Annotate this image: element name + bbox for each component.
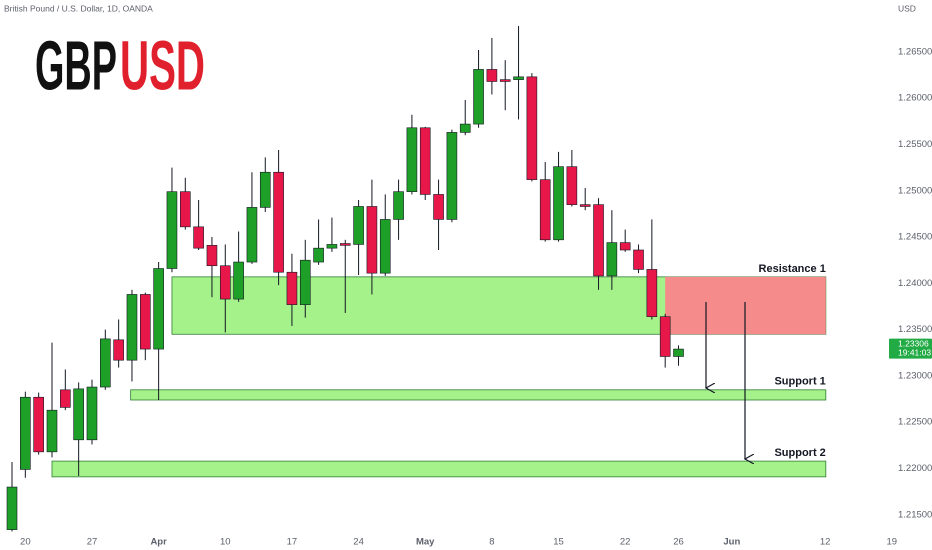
candle-body	[219, 265, 231, 300]
candle-body	[553, 166, 564, 241]
candle-body	[286, 271, 298, 305]
candle-body	[539, 179, 551, 241]
candle-body	[393, 191, 404, 220]
zone	[130, 389, 827, 401]
x-tick-label: 8	[489, 537, 494, 548]
candle-body	[486, 69, 498, 82]
candle-body	[473, 69, 484, 125]
candle-body	[206, 245, 218, 267]
x-tick-label: 20	[20, 537, 31, 548]
y-tick-label: 1.26500	[898, 46, 932, 57]
zone-label: Support 2	[774, 447, 825, 459]
candle-body	[140, 294, 151, 350]
zones: Resistance 1 Support 1 Support 2	[51, 263, 827, 478]
x-tick-label: 19	[887, 537, 898, 548]
last-price-tag	[889, 338, 932, 359]
candle-body	[193, 226, 204, 249]
x-tick-label: 24	[353, 537, 364, 548]
y-tick-label: 1.24000	[898, 278, 932, 289]
candle-body	[579, 204, 591, 207]
y-tick-label: 1.26000	[898, 93, 932, 104]
candle-body	[379, 219, 391, 274]
candle-body	[619, 242, 631, 251]
candle-body	[113, 339, 124, 361]
candles	[6, 25, 684, 532]
y-tick-label: 1.22000	[898, 463, 932, 474]
candle-body	[73, 388, 84, 441]
candle-body	[20, 396, 31, 470]
candle-body	[339, 243, 351, 246]
title: GBP	[35, 26, 117, 104]
candle-body	[46, 409, 58, 453]
last-price: 1.23306	[898, 338, 929, 348]
candle-body	[126, 294, 138, 361]
candle-body	[246, 207, 258, 263]
x-tick-label: 10	[220, 537, 231, 548]
y-tick-label: 1.22500	[898, 417, 932, 428]
x-tick-label: 26	[673, 537, 684, 548]
x-tick-label: May	[416, 537, 435, 548]
candle-body	[326, 244, 338, 249]
candle-body	[166, 191, 178, 269]
candle-body	[353, 206, 364, 245]
axes: 1.21500 1.22000 1.22500 1.23000 1.23500 1.240…	[20, 46, 932, 548]
y-tick-label: 1.25000	[898, 185, 932, 196]
candle-body	[606, 242, 618, 277]
candle-body	[366, 206, 378, 274]
x-tick-label: 22	[620, 537, 631, 548]
candle-body	[100, 338, 111, 388]
candle-body	[513, 76, 524, 80]
candle-body	[259, 171, 271, 208]
candle-body	[673, 348, 684, 357]
candle-body	[179, 191, 191, 228]
candle-body	[33, 396, 44, 453]
candle-body	[60, 389, 71, 408]
candle-body	[526, 76, 538, 180]
x-tick-label: 17	[287, 537, 298, 548]
y-tick-label: 1.25500	[898, 139, 932, 150]
candle-body	[593, 204, 604, 277]
zone	[51, 460, 827, 478]
candle-body	[153, 268, 164, 350]
candle-body	[459, 123, 471, 133]
y-tick-label: 1.21500	[898, 509, 932, 520]
x-tick-label: 27	[87, 537, 98, 548]
candle-body	[273, 171, 284, 273]
x-tick-label: 15	[553, 537, 564, 548]
candle-body	[86, 386, 98, 441]
candle-body	[419, 127, 431, 195]
x-tick-label: Jun	[723, 537, 740, 548]
x-tick-label: 12	[820, 537, 831, 548]
candle-body	[646, 269, 658, 317]
currency: USD	[898, 3, 916, 13]
candle-body	[446, 132, 458, 220]
candle-body	[313, 247, 324, 263]
candle-body	[659, 316, 671, 357]
candle-body	[233, 261, 244, 300]
zone-label: Resistance 1	[759, 263, 826, 275]
zone-label: Support 1	[774, 376, 825, 388]
candle-body	[6, 486, 18, 530]
candle-body	[633, 249, 644, 270]
x-tick-label: Apr	[150, 537, 167, 548]
candle-body	[566, 166, 578, 205]
y-tick-label: 1.24500	[898, 232, 932, 243]
source: British Pound / U.S. Dollar, 1D, OANDA	[4, 3, 153, 13]
y-tick-label: 1.23500	[898, 324, 932, 335]
y-tick-label: 1.23000	[898, 370, 932, 381]
candle-body	[499, 79, 511, 82]
candle-body	[433, 194, 444, 220]
title: USD	[120, 26, 205, 104]
candle-body	[406, 127, 418, 192]
countdown: 19:41:03	[898, 347, 931, 357]
candle-body	[299, 259, 311, 305]
